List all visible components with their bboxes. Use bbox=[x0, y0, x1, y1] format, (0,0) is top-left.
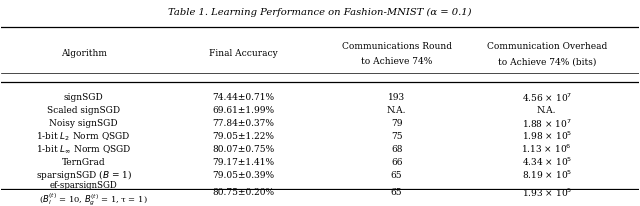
Text: N.A.: N.A. bbox=[387, 105, 406, 114]
Text: 8.19 × 10$^5$: 8.19 × 10$^5$ bbox=[522, 168, 572, 180]
Text: 1.88 × 10$^7$: 1.88 × 10$^7$ bbox=[522, 117, 572, 129]
Text: 65: 65 bbox=[391, 170, 403, 179]
Text: 1-bit $L_2$ Norm QSGD: 1-bit $L_2$ Norm QSGD bbox=[36, 129, 131, 142]
Text: ($B_l^{(t)}$ = 10, $B_g^{(t)}$ = 1, τ = 1): ($B_l^{(t)}$ = 10, $B_g^{(t)}$ = 1, τ = … bbox=[39, 191, 148, 206]
Text: Communications Round: Communications Round bbox=[342, 42, 452, 51]
Text: ef-sparsignSGD: ef-sparsignSGD bbox=[50, 180, 118, 189]
Text: 74.44±0.71%: 74.44±0.71% bbox=[212, 92, 275, 102]
Text: Communication Overhead: Communication Overhead bbox=[486, 42, 607, 51]
Text: 75: 75 bbox=[391, 131, 403, 140]
Text: 79: 79 bbox=[391, 118, 403, 127]
Text: 193: 193 bbox=[388, 92, 405, 102]
Text: 80.75±0.20%: 80.75±0.20% bbox=[212, 187, 275, 196]
Text: 69.61±1.99%: 69.61±1.99% bbox=[212, 105, 275, 114]
Text: Algorithm: Algorithm bbox=[61, 49, 107, 58]
Text: 79.05±1.22%: 79.05±1.22% bbox=[212, 131, 275, 140]
Text: TernGrad: TernGrad bbox=[62, 157, 106, 166]
Text: Noisy signSGD: Noisy signSGD bbox=[49, 118, 118, 127]
Text: 1.13 × 10$^6$: 1.13 × 10$^6$ bbox=[522, 142, 572, 155]
Text: 1.93 × 10$^5$: 1.93 × 10$^5$ bbox=[522, 185, 572, 198]
Text: sparsignSGD ($B$ = 1): sparsignSGD ($B$ = 1) bbox=[36, 167, 132, 181]
Text: N.A.: N.A. bbox=[537, 105, 556, 114]
Text: 68: 68 bbox=[391, 144, 403, 153]
Text: 77.84±0.37%: 77.84±0.37% bbox=[212, 118, 275, 127]
Text: Final Accuracy: Final Accuracy bbox=[209, 49, 278, 58]
Text: 4.34 × 10$^5$: 4.34 × 10$^5$ bbox=[522, 155, 572, 167]
Text: 66: 66 bbox=[391, 157, 403, 166]
Text: Table 1. Learning Performance on Fashion-MNIST (α = 0.1): Table 1. Learning Performance on Fashion… bbox=[168, 8, 472, 17]
Text: 80.07±0.75%: 80.07±0.75% bbox=[212, 144, 275, 153]
Text: signSGD: signSGD bbox=[64, 92, 104, 102]
Text: to Achieve 74%: to Achieve 74% bbox=[361, 57, 433, 66]
Text: 79.17±1.41%: 79.17±1.41% bbox=[212, 157, 275, 166]
Text: 65: 65 bbox=[391, 187, 403, 196]
Text: 4.56 × 10$^7$: 4.56 × 10$^7$ bbox=[522, 91, 572, 103]
Text: to Achieve 74% (bits): to Achieve 74% (bits) bbox=[497, 57, 596, 66]
Text: Scaled signSGD: Scaled signSGD bbox=[47, 105, 120, 114]
Text: 1-bit $L_\infty$ Norm QSGD: 1-bit $L_\infty$ Norm QSGD bbox=[36, 143, 132, 154]
Text: 79.05±0.39%: 79.05±0.39% bbox=[212, 170, 275, 179]
Text: 1.98 × 10$^5$: 1.98 × 10$^5$ bbox=[522, 129, 572, 142]
